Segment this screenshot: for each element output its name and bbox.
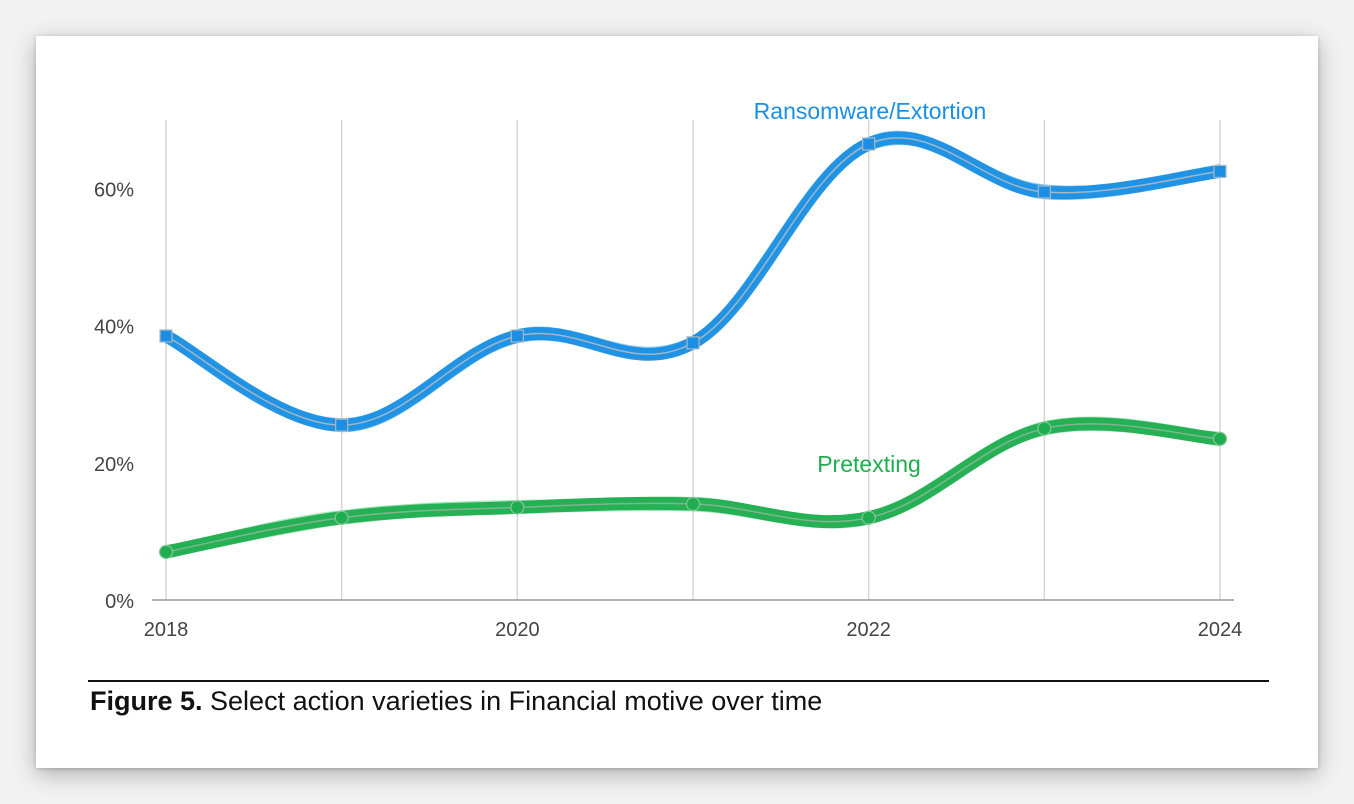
y-tick-label: 0% <box>105 591 134 613</box>
x-tick-label: 2020 <box>495 619 540 641</box>
pretexting-point <box>1212 431 1228 446</box>
ransomware-point <box>159 329 173 343</box>
y-tick-label: 60% <box>94 180 134 202</box>
series-group <box>158 130 1228 560</box>
ransomware-point <box>1037 185 1051 199</box>
axes: 0% 20% 40% 60% 2018 2020 2022 2024 <box>94 180 1242 641</box>
ransomware-point <box>862 137 876 151</box>
pretexting-point <box>158 544 174 560</box>
y-tick-label: 40% <box>94 317 134 339</box>
pretexting-point <box>685 496 701 512</box>
figure-caption: Figure 5. Select action varieties in Fin… <box>90 686 822 717</box>
figure-caption-text: Select action varieties in Financial mot… <box>202 686 823 716</box>
x-tick-label: 2024 <box>1198 619 1243 641</box>
line-chart: 0% 20% 40% 60% 2018 2020 2022 2024 Ransomware/E… <box>94 98 1242 641</box>
pretexting-point <box>861 510 876 525</box>
ransomware-point <box>1213 164 1227 179</box>
ransomware-point <box>335 418 349 432</box>
caption-rule <box>88 680 1269 682</box>
ransomware-label: Ransomware/Extortion <box>754 98 987 124</box>
ransomware-point <box>510 329 524 343</box>
figure-card: 0% 20% 40% 60% 2018 2020 2022 2024 Ransomware/E… <box>36 36 1318 768</box>
grid <box>165 120 1221 600</box>
figure-number: Figure 5. <box>90 686 203 716</box>
pretexting-point <box>1037 421 1052 436</box>
x-tick-label: 2018 <box>144 619 189 641</box>
ransomware-point <box>686 336 700 350</box>
pretexting-point <box>510 500 525 515</box>
y-tick-label: 20% <box>94 454 134 476</box>
pretexting-point <box>334 510 349 525</box>
pretexting-label: Pretexting <box>817 451 921 477</box>
x-tick-label: 2022 <box>846 619 891 641</box>
series-labels: Ransomware/Extortion Pretexting <box>754 98 987 477</box>
